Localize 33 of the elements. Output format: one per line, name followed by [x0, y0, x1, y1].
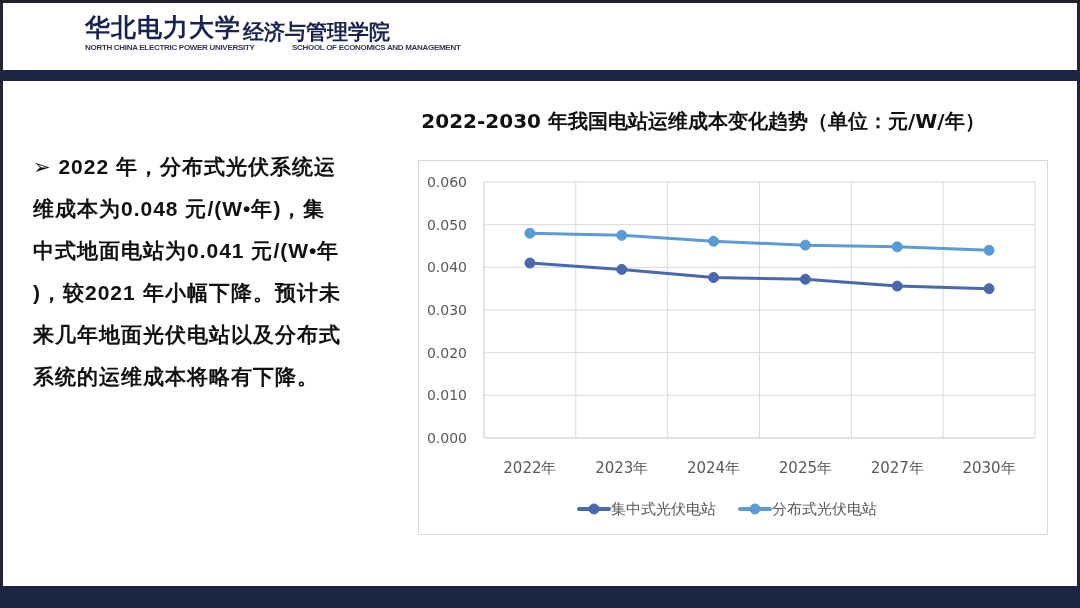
text: ➢ 2022 年，分布式光伏系统运维成本为0.048 元/(W•年)，集中式地面电站为0.041 元/(W•年)，较2021 年小幅下降。预计未来几年地面光伏电站以及分布式系统的运维成本将略有下降。	[33, 154, 342, 390]
point	[983, 244, 995, 256]
legend-label: 分布式光伏电站	[771, 499, 877, 519]
y-tick-label: 0.060	[426, 173, 467, 190]
y-tick-label: 0.010	[426, 387, 467, 404]
text: 经济与管理学院	[243, 19, 390, 44]
point	[616, 229, 628, 241]
point	[799, 273, 811, 285]
x-tick-label: 2022年	[503, 458, 557, 477]
y-tick-label: 0.000	[426, 429, 467, 446]
x-tick-label: 2030年	[962, 458, 1016, 477]
y-tick-label: 0.020	[426, 344, 467, 361]
y-tick-label: 0.030	[426, 301, 467, 318]
point	[616, 263, 628, 275]
point	[799, 239, 811, 251]
point	[983, 283, 995, 295]
chart-title: 2022-2030 年我国电站运维成本变化趋势（单位：元/W/年）	[420, 108, 986, 135]
x-tick-label: 2023年	[595, 458, 649, 477]
text: SCHOOL OF ECONOMICS AND MANAGEMENT	[292, 43, 461, 52]
y-tick-label: 0.050	[426, 216, 467, 233]
x-tick-label: 2027年	[870, 458, 924, 477]
legend-label: 集中式光伏电站	[610, 499, 716, 519]
point	[708, 235, 720, 247]
text: 华北电力大学	[85, 13, 241, 42]
point	[524, 227, 536, 239]
x-tick-label: 2024年	[686, 458, 741, 477]
y-tick-label: 0.040	[426, 259, 467, 276]
point	[891, 280, 903, 292]
point	[891, 241, 903, 253]
point	[708, 272, 720, 284]
point	[524, 257, 536, 269]
x-tick-label: 2025年	[778, 458, 833, 477]
text: NORTH CHINA ELECTRIC POWER UNIVERSITY	[85, 43, 255, 52]
